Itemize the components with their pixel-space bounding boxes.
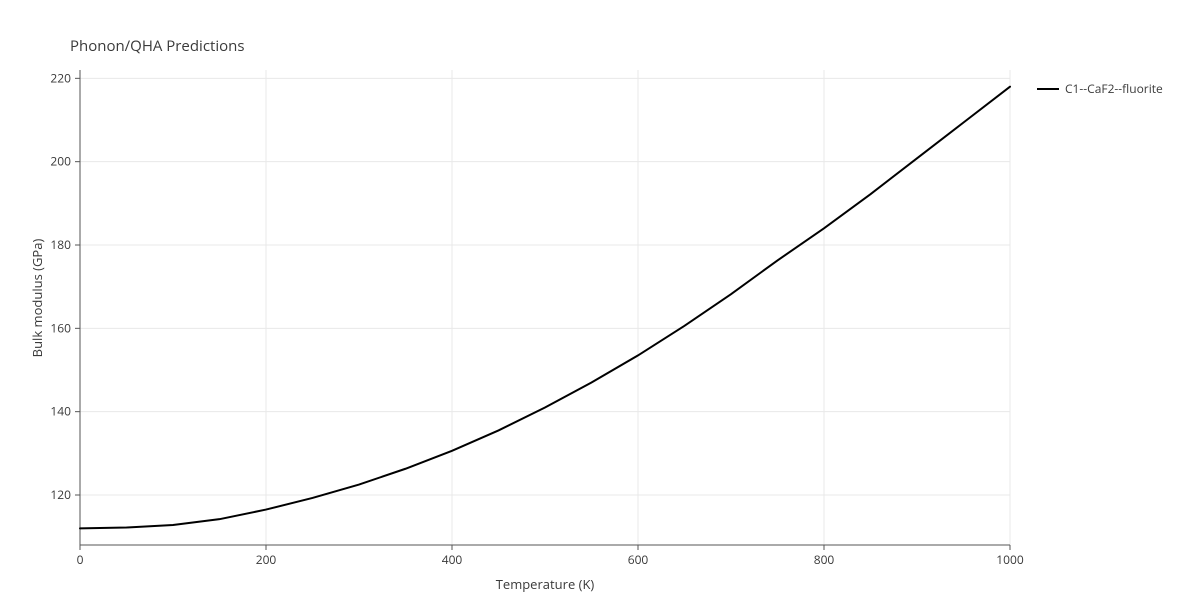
series-line	[80, 87, 1010, 529]
x-tick-label: 800	[814, 551, 835, 568]
y-tick-label: 140	[50, 403, 71, 420]
legend-series-line	[1037, 88, 1059, 90]
y-tick-label: 160	[50, 319, 71, 336]
legend-series-label: C1--CaF2--fluorite	[1065, 80, 1163, 97]
x-tick-label: 0	[77, 551, 84, 568]
x-tick-label: 400	[442, 551, 463, 568]
plot-svg: 0 200 400 600 800 1000 120 140 160 180 200 220	[0, 0, 1200, 600]
y-tick-label: 180	[50, 236, 71, 253]
x-tick-label: 1000	[996, 551, 1024, 568]
chart-container: Phonon/QHA Predictions 02004006008001000…	[0, 0, 1200, 600]
x-axis-label: Temperature (K)	[465, 575, 625, 593]
x-tick-label: 600	[628, 551, 649, 568]
y-tick-label: 120	[50, 486, 71, 503]
y-tick-label: 200	[50, 153, 71, 170]
y-tick-label: 220	[50, 69, 71, 86]
y-axis-label: Bulk modulus (GPa)	[28, 218, 46, 378]
legend: C1--CaF2--fluorite	[1037, 80, 1163, 97]
x-tick-label: 200	[256, 551, 277, 568]
